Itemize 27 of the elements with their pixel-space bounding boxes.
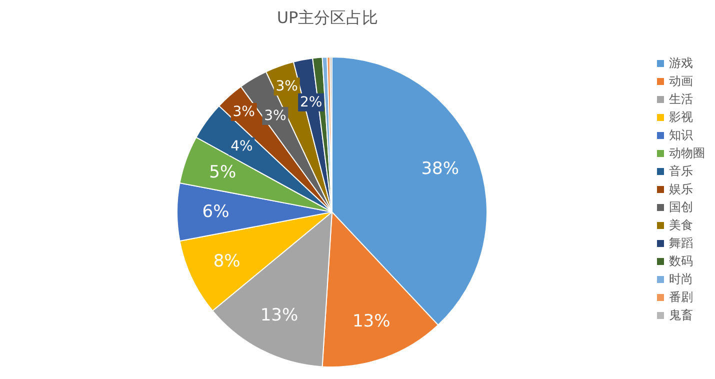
- data-label: 6%: [202, 202, 230, 222]
- legend-label: 知识: [669, 127, 693, 144]
- legend-label: 数码: [669, 253, 693, 270]
- legend-label: 动画: [669, 73, 693, 90]
- data-label: 3%: [232, 104, 255, 120]
- data-label: 8%: [213, 251, 240, 272]
- legend-label: 时尚: [669, 271, 693, 288]
- data-label: 2%: [300, 94, 322, 110]
- legend-label: 游戏: [669, 55, 693, 72]
- data-label: 3%: [276, 78, 298, 95]
- data-label: 13%: [260, 306, 298, 326]
- data-label: 13%: [352, 311, 390, 332]
- legend-label: 生活: [669, 91, 693, 108]
- legend-label: 影视: [669, 109, 693, 126]
- legend-label: 娱乐: [669, 181, 693, 198]
- legend-label: 音乐: [669, 163, 693, 180]
- chart-title: UP主分区占比: [276, 8, 380, 29]
- data-label: 38%: [421, 159, 459, 180]
- data-label: 5%: [209, 162, 236, 183]
- legend-label: 舞蹈: [669, 235, 693, 252]
- legend-label: 鬼畜: [669, 307, 693, 324]
- data-label: 4%: [230, 138, 253, 154]
- data-label: 3%: [264, 108, 286, 124]
- legend-label: 动物圈: [669, 145, 705, 162]
- legend-label: 番剧: [669, 289, 693, 306]
- legend-label: 国创: [669, 199, 693, 216]
- legend-label: 美食: [669, 217, 693, 234]
